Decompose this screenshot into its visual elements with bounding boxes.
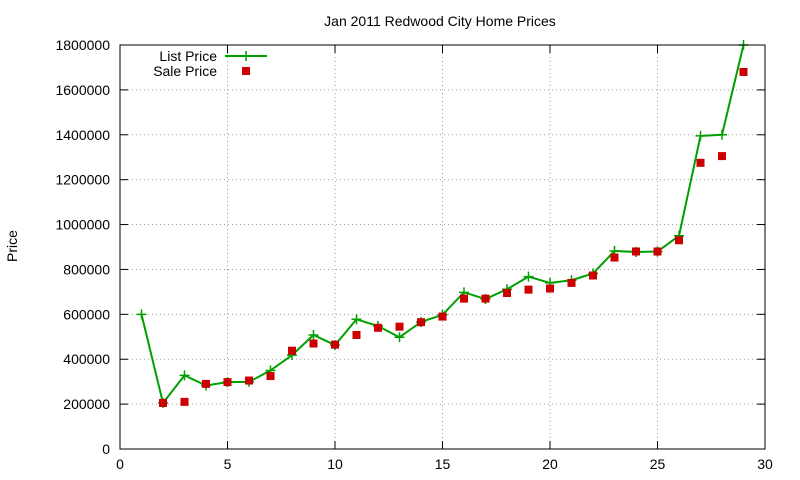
y-tick-label: 1400000 [55, 127, 110, 143]
point-sale-price [159, 398, 167, 407]
point-list-price [308, 329, 319, 340]
point-sale-price [653, 247, 662, 256]
x-tick-label: 25 [650, 456, 666, 472]
point-sale-price [696, 158, 705, 167]
point-list-price [179, 370, 190, 381]
y-tick-label: 0 [102, 441, 110, 457]
point-sale-price [245, 376, 253, 385]
point-sale-price [395, 322, 404, 331]
point-sale-price [223, 378, 232, 387]
legend-swatch-list-price-marker [241, 51, 251, 61]
x-tick-label: 5 [224, 456, 232, 472]
point-sale-price [438, 312, 447, 321]
point-sale-price [632, 247, 640, 256]
x-tick-label: 10 [327, 456, 343, 472]
legend-label-list-price: List Price [159, 48, 217, 64]
point-sale-price [610, 253, 619, 262]
point-sale-price [180, 397, 189, 406]
point-sale-price [309, 339, 318, 348]
plot-frame [119, 44, 766, 450]
y-tick-label: 1600000 [55, 82, 110, 98]
x-tick-label: 30 [757, 456, 773, 472]
y-tick-label: 600000 [63, 306, 110, 322]
point-sale-price [675, 236, 683, 245]
point-sale-price [266, 372, 275, 381]
grid-lines [120, 45, 765, 449]
point-sale-price [567, 278, 576, 287]
point-sale-price [589, 271, 597, 280]
legend-label-sale-price: Sale Price [153, 63, 217, 79]
point-sale-price [718, 152, 726, 161]
point-list-price [717, 129, 727, 140]
y-tick-label: 800000 [63, 261, 110, 277]
point-list-price [394, 332, 405, 343]
point-list-price [136, 309, 147, 320]
y-tick-label: 200000 [63, 396, 110, 412]
point-list-price [523, 271, 534, 282]
y-tick-label: 1200000 [55, 172, 110, 188]
point-sale-price [331, 340, 339, 349]
series-layer [136, 40, 749, 408]
legend: List Price Sale Price [153, 48, 267, 79]
point-sale-price [417, 318, 425, 327]
point-sale-price [460, 294, 468, 303]
point-sale-price [739, 67, 748, 76]
point-sale-price [546, 284, 554, 293]
point-sale-price [524, 285, 533, 294]
x-tick-label: 20 [542, 456, 558, 472]
point-sale-price [352, 330, 361, 339]
point-sale-price [503, 289, 511, 298]
y-tick-label: 400000 [63, 351, 110, 367]
point-list-price [695, 130, 706, 141]
y-tick-label: 1800000 [55, 37, 110, 53]
point-sale-price [202, 379, 210, 388]
y-axis-label: Price [4, 230, 20, 262]
chart-title: Jan 2011 Redwood City Home Prices [324, 13, 556, 29]
point-sale-price [374, 323, 382, 332]
x-tick-label: 15 [435, 456, 451, 472]
legend-swatch-sale-price [242, 67, 250, 75]
point-sale-price [288, 346, 296, 355]
y-tick-label: 1000000 [55, 217, 110, 233]
point-list-price [351, 314, 362, 325]
x-tick-label: 0 [116, 456, 124, 472]
point-sale-price [481, 294, 490, 303]
